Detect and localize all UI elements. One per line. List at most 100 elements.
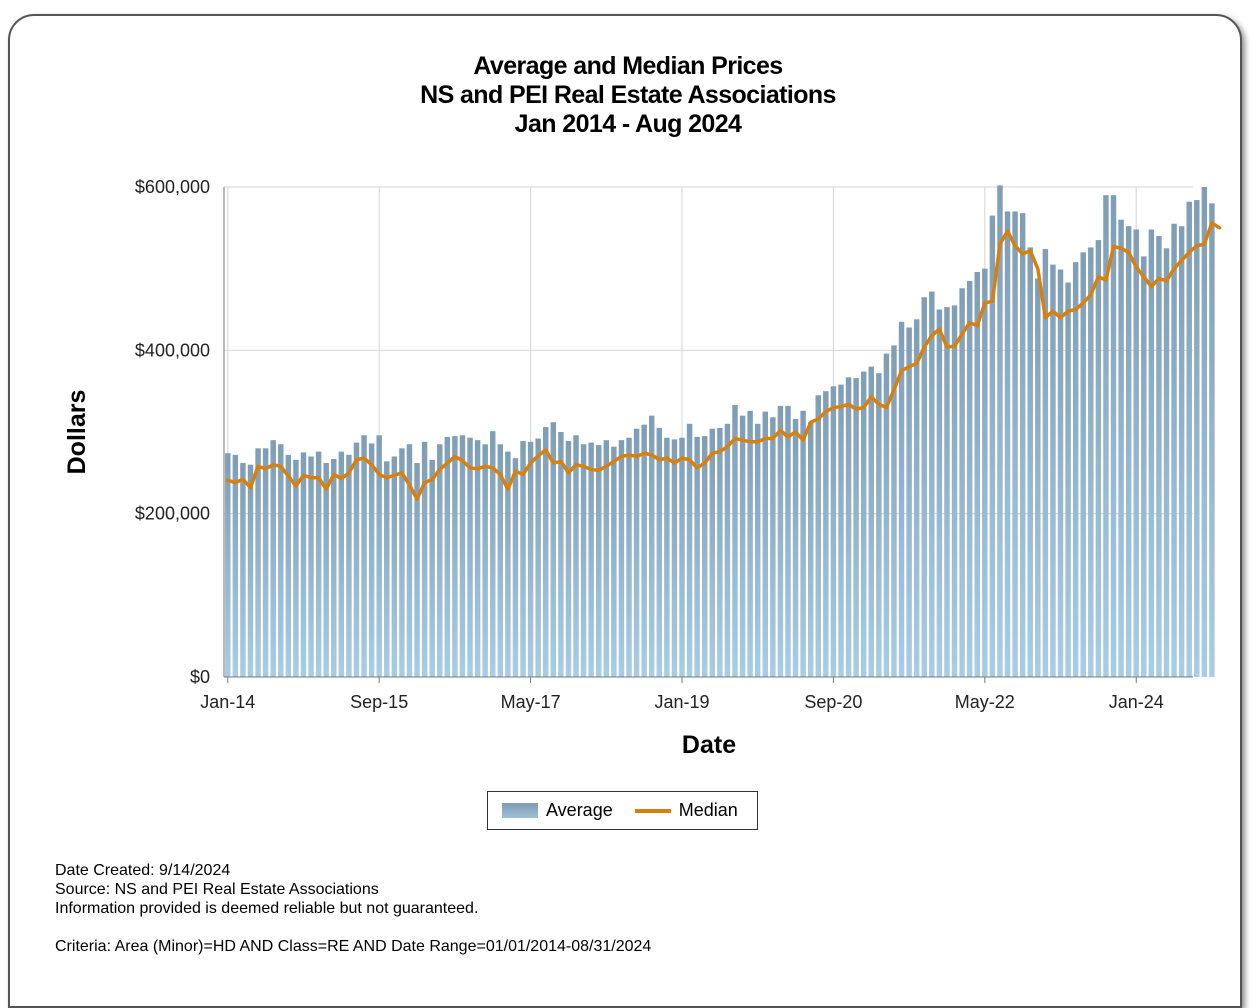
average-bar bbox=[1042, 249, 1049, 677]
average-bar bbox=[1050, 264, 1056, 677]
average-bar bbox=[512, 458, 519, 677]
x-tick-label: May-17 bbox=[501, 692, 561, 712]
average-bar bbox=[1019, 213, 1026, 677]
legend-median-label: Median bbox=[678, 800, 738, 820]
average-bar bbox=[1156, 236, 1162, 677]
average-bar bbox=[611, 446, 617, 677]
average-bar bbox=[368, 443, 375, 677]
median-line bbox=[226, 221, 1222, 501]
footer-source: Source: NS and PEI Real Estate Associati… bbox=[55, 881, 379, 898]
x-axis-title: Date bbox=[682, 731, 736, 759]
x-tick-label: Jan-14 bbox=[200, 692, 255, 712]
x-tick-label: Sep-20 bbox=[804, 692, 862, 712]
average-bar bbox=[1027, 247, 1033, 677]
y-tick-labels: $0 $200,000 $400,000 $600,000 bbox=[135, 177, 210, 687]
average-bar bbox=[1163, 248, 1170, 677]
average-bar bbox=[664, 437, 670, 677]
average-bar bbox=[1110, 195, 1117, 678]
average-bar bbox=[997, 185, 1003, 677]
chart-title-line-3: Jan 2014 - Aug 2024 bbox=[514, 110, 742, 138]
average-bar bbox=[543, 427, 549, 677]
average-bar bbox=[838, 384, 844, 677]
average-bar bbox=[315, 451, 322, 677]
average-bar bbox=[346, 454, 352, 677]
average-bar bbox=[391, 456, 398, 677]
average-bar bbox=[1118, 219, 1124, 678]
average-bar bbox=[1088, 247, 1094, 677]
average-bar bbox=[815, 395, 821, 677]
average-bar bbox=[823, 391, 829, 677]
average-bar bbox=[459, 435, 466, 677]
average-bar bbox=[898, 321, 905, 677]
average-bar bbox=[951, 305, 958, 677]
average-bar bbox=[792, 418, 799, 677]
average-bar bbox=[1035, 278, 1041, 677]
average-bar bbox=[936, 309, 943, 677]
average-bar bbox=[800, 410, 806, 677]
average-bar bbox=[255, 448, 261, 677]
average-bar bbox=[989, 215, 996, 677]
chart-legend: Average Median bbox=[487, 791, 758, 830]
average-bar bbox=[701, 436, 708, 677]
average-bar bbox=[452, 436, 458, 677]
x-tick-label: May-22 bbox=[955, 692, 1015, 712]
average-bar bbox=[1201, 187, 1208, 677]
average-bar bbox=[921, 297, 927, 677]
average-bar bbox=[694, 436, 700, 677]
average-bar bbox=[982, 268, 988, 677]
chart-title-line-2: NS and PEI Real Estate Associations bbox=[420, 81, 836, 109]
average-bar bbox=[686, 423, 693, 677]
average-bar bbox=[1171, 223, 1177, 677]
average-bar bbox=[300, 452, 307, 677]
average-bar bbox=[959, 288, 965, 677]
average-bar bbox=[1178, 226, 1185, 677]
average-bar bbox=[467, 437, 473, 677]
average-bar bbox=[762, 411, 768, 677]
y-tick-label: $0 bbox=[190, 667, 210, 687]
average-bar bbox=[429, 459, 435, 677]
average-bar bbox=[860, 371, 867, 677]
average-bar bbox=[641, 424, 647, 677]
average-bar bbox=[876, 373, 882, 677]
average-bar bbox=[444, 436, 451, 677]
average-bar bbox=[384, 461, 390, 677]
average-bar bbox=[603, 440, 610, 677]
average-bar bbox=[232, 454, 239, 677]
average-bar bbox=[649, 415, 655, 677]
average-bar bbox=[724, 423, 731, 677]
average-bar bbox=[1103, 195, 1109, 678]
average-bar bbox=[717, 427, 723, 677]
legend-median-swatch bbox=[634, 808, 671, 813]
y-axis-title: Dollars bbox=[63, 390, 91, 475]
average-bar bbox=[596, 445, 602, 677]
average-bar bbox=[1209, 203, 1215, 677]
y-tick-label: $600,000 bbox=[135, 177, 210, 197]
average-bar bbox=[906, 327, 912, 677]
average-bar bbox=[414, 463, 420, 677]
axes bbox=[223, 187, 1193, 678]
x-tick-label: Jan-24 bbox=[1109, 692, 1164, 712]
average-bar bbox=[1012, 211, 1018, 677]
average-bar bbox=[830, 386, 837, 677]
average-bar bbox=[1194, 200, 1200, 677]
average-bar bbox=[474, 440, 481, 677]
average-bar bbox=[754, 423, 761, 677]
chart-footer: Date Created: 9/14/2024 Source: NS and P… bbox=[55, 861, 651, 956]
average-bar bbox=[732, 405, 738, 677]
average-bar bbox=[770, 417, 776, 677]
average-bar bbox=[1141, 256, 1147, 677]
average-bar bbox=[482, 444, 488, 677]
average-bar bbox=[353, 442, 360, 677]
average-bar bbox=[1125, 226, 1132, 677]
average-bar bbox=[868, 366, 874, 677]
average-bars bbox=[225, 185, 1215, 678]
average-bar bbox=[656, 427, 663, 677]
chart-title-line-1: Average and Median Prices bbox=[473, 52, 783, 80]
average-bar bbox=[633, 428, 640, 677]
legend-average-label: Average bbox=[546, 800, 613, 820]
average-bar bbox=[361, 435, 367, 677]
x-tick-labels: Jan-14 Sep-15 May-17 Jan-19 Sep-20 May-22 Jan-… bbox=[200, 677, 1164, 712]
x-tick-label: Jan-19 bbox=[654, 692, 709, 712]
average-bar bbox=[785, 405, 791, 677]
average-bar bbox=[929, 291, 935, 677]
